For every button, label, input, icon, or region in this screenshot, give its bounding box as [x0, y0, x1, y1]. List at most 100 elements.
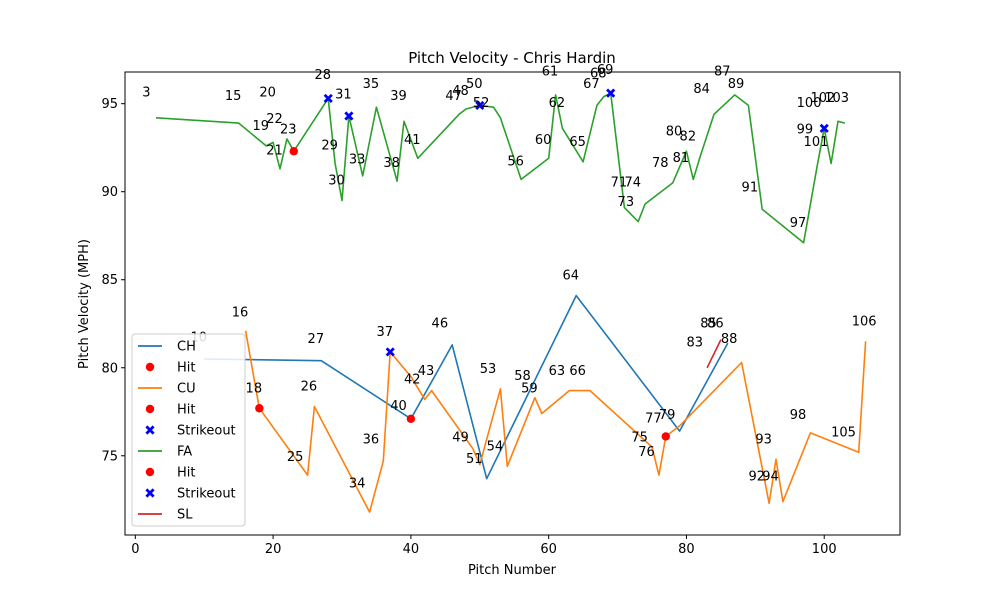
pitch-number-label: 54: [487, 439, 504, 454]
pitch-number-label: 81: [673, 151, 690, 166]
y-tick-label: 90: [101, 185, 118, 200]
pitch-number-label: 20: [259, 86, 276, 101]
pitch-number-label: 15: [225, 89, 242, 104]
legend-label: FA: [177, 445, 192, 460]
pitch-number-label: 83: [686, 336, 703, 351]
legend-label: CH: [177, 340, 196, 355]
pitch-number-label: 76: [638, 445, 655, 460]
pitch-number-label: 102: [810, 91, 835, 106]
pitch-number-label: 27: [308, 332, 325, 347]
pitch-number-label: 88: [721, 332, 738, 347]
pitch-number-label: 99: [797, 123, 814, 138]
pitch-number-label: 86: [707, 316, 724, 331]
hit-marker: [406, 414, 416, 424]
pitch-number-label: 25: [287, 450, 304, 465]
pitch-number-label: 106: [852, 315, 877, 330]
legend-hit-swatch: [145, 404, 155, 414]
pitch-number-label: 35: [363, 77, 380, 92]
strikeout-marker: [475, 100, 485, 111]
legend: CH Hit CU Hit Strikeout FA Hit Strikeout SL: [131, 333, 246, 527]
pitch-number-label: 73: [618, 195, 635, 210]
legend-strikeout-swatch: [145, 488, 155, 498]
y-tick-label: 85: [101, 273, 118, 288]
pitch-number-label: 64: [562, 269, 579, 284]
pitch-number-label: 21: [266, 144, 283, 159]
legend-label: Hit: [177, 361, 195, 376]
pitch-number-label: 23: [280, 123, 297, 138]
pitch-number-label: 38: [383, 156, 400, 171]
pitch-number-label: 48: [452, 84, 469, 99]
pitch-number-label: 53: [480, 362, 497, 377]
x-tick-label: 0: [131, 542, 139, 557]
pitch-number-label: 71: [611, 175, 628, 190]
strikeout-marker: [819, 123, 829, 133]
pitch-number-label: 66: [569, 364, 586, 379]
x-tick-label: 100: [812, 542, 837, 557]
pitch-number-label: 49: [452, 431, 469, 446]
series-line-sl: [706, 339, 722, 369]
x-tick-label: 40: [403, 542, 420, 557]
legend-label: CU: [177, 382, 196, 397]
legend-hit-swatch: [145, 467, 155, 477]
pitch-number-label: 59: [521, 381, 538, 396]
pitch-number-label: 68: [590, 66, 607, 81]
pitch-number-label: 75: [631, 431, 648, 446]
plot-frame: [124, 71, 901, 536]
legend-label: Hit: [177, 466, 195, 481]
pitch-number-label: 40: [390, 399, 407, 414]
pitch-number-label: 19: [252, 119, 269, 134]
x-tick-label: 20: [265, 542, 282, 557]
legend-label: SL: [177, 508, 193, 523]
x-tick-label: 60: [540, 542, 557, 557]
pitch-number-label: 82: [680, 130, 697, 145]
legend-hit-swatch: [145, 362, 155, 372]
pitch-number-label: 3: [142, 86, 150, 101]
pitch-number-label: 51: [466, 452, 483, 467]
pitch-number-label: 28: [314, 68, 331, 83]
pitch-number-label: 41: [404, 133, 421, 148]
pitch-number-label: 92: [748, 469, 765, 484]
pitch-number-label: 65: [569, 135, 586, 150]
pitch-number-label: 77: [645, 411, 662, 426]
pitch-number-label: 79: [659, 408, 676, 423]
pitch-number-label: 56: [507, 154, 524, 169]
pitch-number-label: 84: [693, 82, 710, 97]
pitch-number-label: 94: [762, 469, 779, 484]
series-line-fa: [155, 92, 846, 244]
pitch-number-label: 63: [549, 364, 566, 379]
pitch-number-label: 93: [755, 432, 772, 447]
pitch-number-label: 105: [831, 425, 856, 440]
pitch-number-label: 101: [804, 135, 829, 150]
pitch-number-label: 34: [349, 476, 366, 491]
pitch-number-label: 103: [824, 91, 849, 106]
pitch-number-label: 36: [363, 432, 380, 447]
pitch-number-label: 50: [466, 77, 483, 92]
legend-label: Strikeout: [177, 424, 236, 439]
pitch-number-label: 46: [432, 316, 449, 331]
legend-label: Strikeout: [177, 487, 236, 502]
pitch-number-label: 78: [652, 156, 669, 171]
pitch-number-label: 29: [321, 138, 338, 153]
strikeout-marker: [323, 93, 333, 103]
legend-strikeout-swatch: [145, 425, 155, 435]
pitch-number-label: 22: [266, 112, 283, 127]
legend-label: Hit: [177, 403, 195, 418]
pitch-number-label: 67: [583, 77, 600, 92]
pitch-number-label: 26: [301, 380, 318, 395]
pitch-number-label: 100: [797, 96, 822, 111]
hit-marker: [289, 147, 298, 156]
strikeout-marker: [344, 111, 354, 121]
pitch-number-label: 33: [349, 153, 366, 168]
pitch-number-label: 62: [549, 96, 566, 111]
pitch-number-label: 91: [742, 181, 759, 196]
pitch-number-label: 18: [246, 381, 263, 396]
pitch-number-label: 80: [666, 124, 683, 139]
strikeout-marker: [385, 347, 395, 357]
pitch-number-label: 85: [700, 316, 717, 331]
x-axis-label: Pitch Number: [468, 563, 557, 578]
pitch-number-label: 47: [445, 89, 462, 104]
series-line-ch: [204, 294, 729, 480]
pitch-number-label: 74: [624, 175, 641, 190]
